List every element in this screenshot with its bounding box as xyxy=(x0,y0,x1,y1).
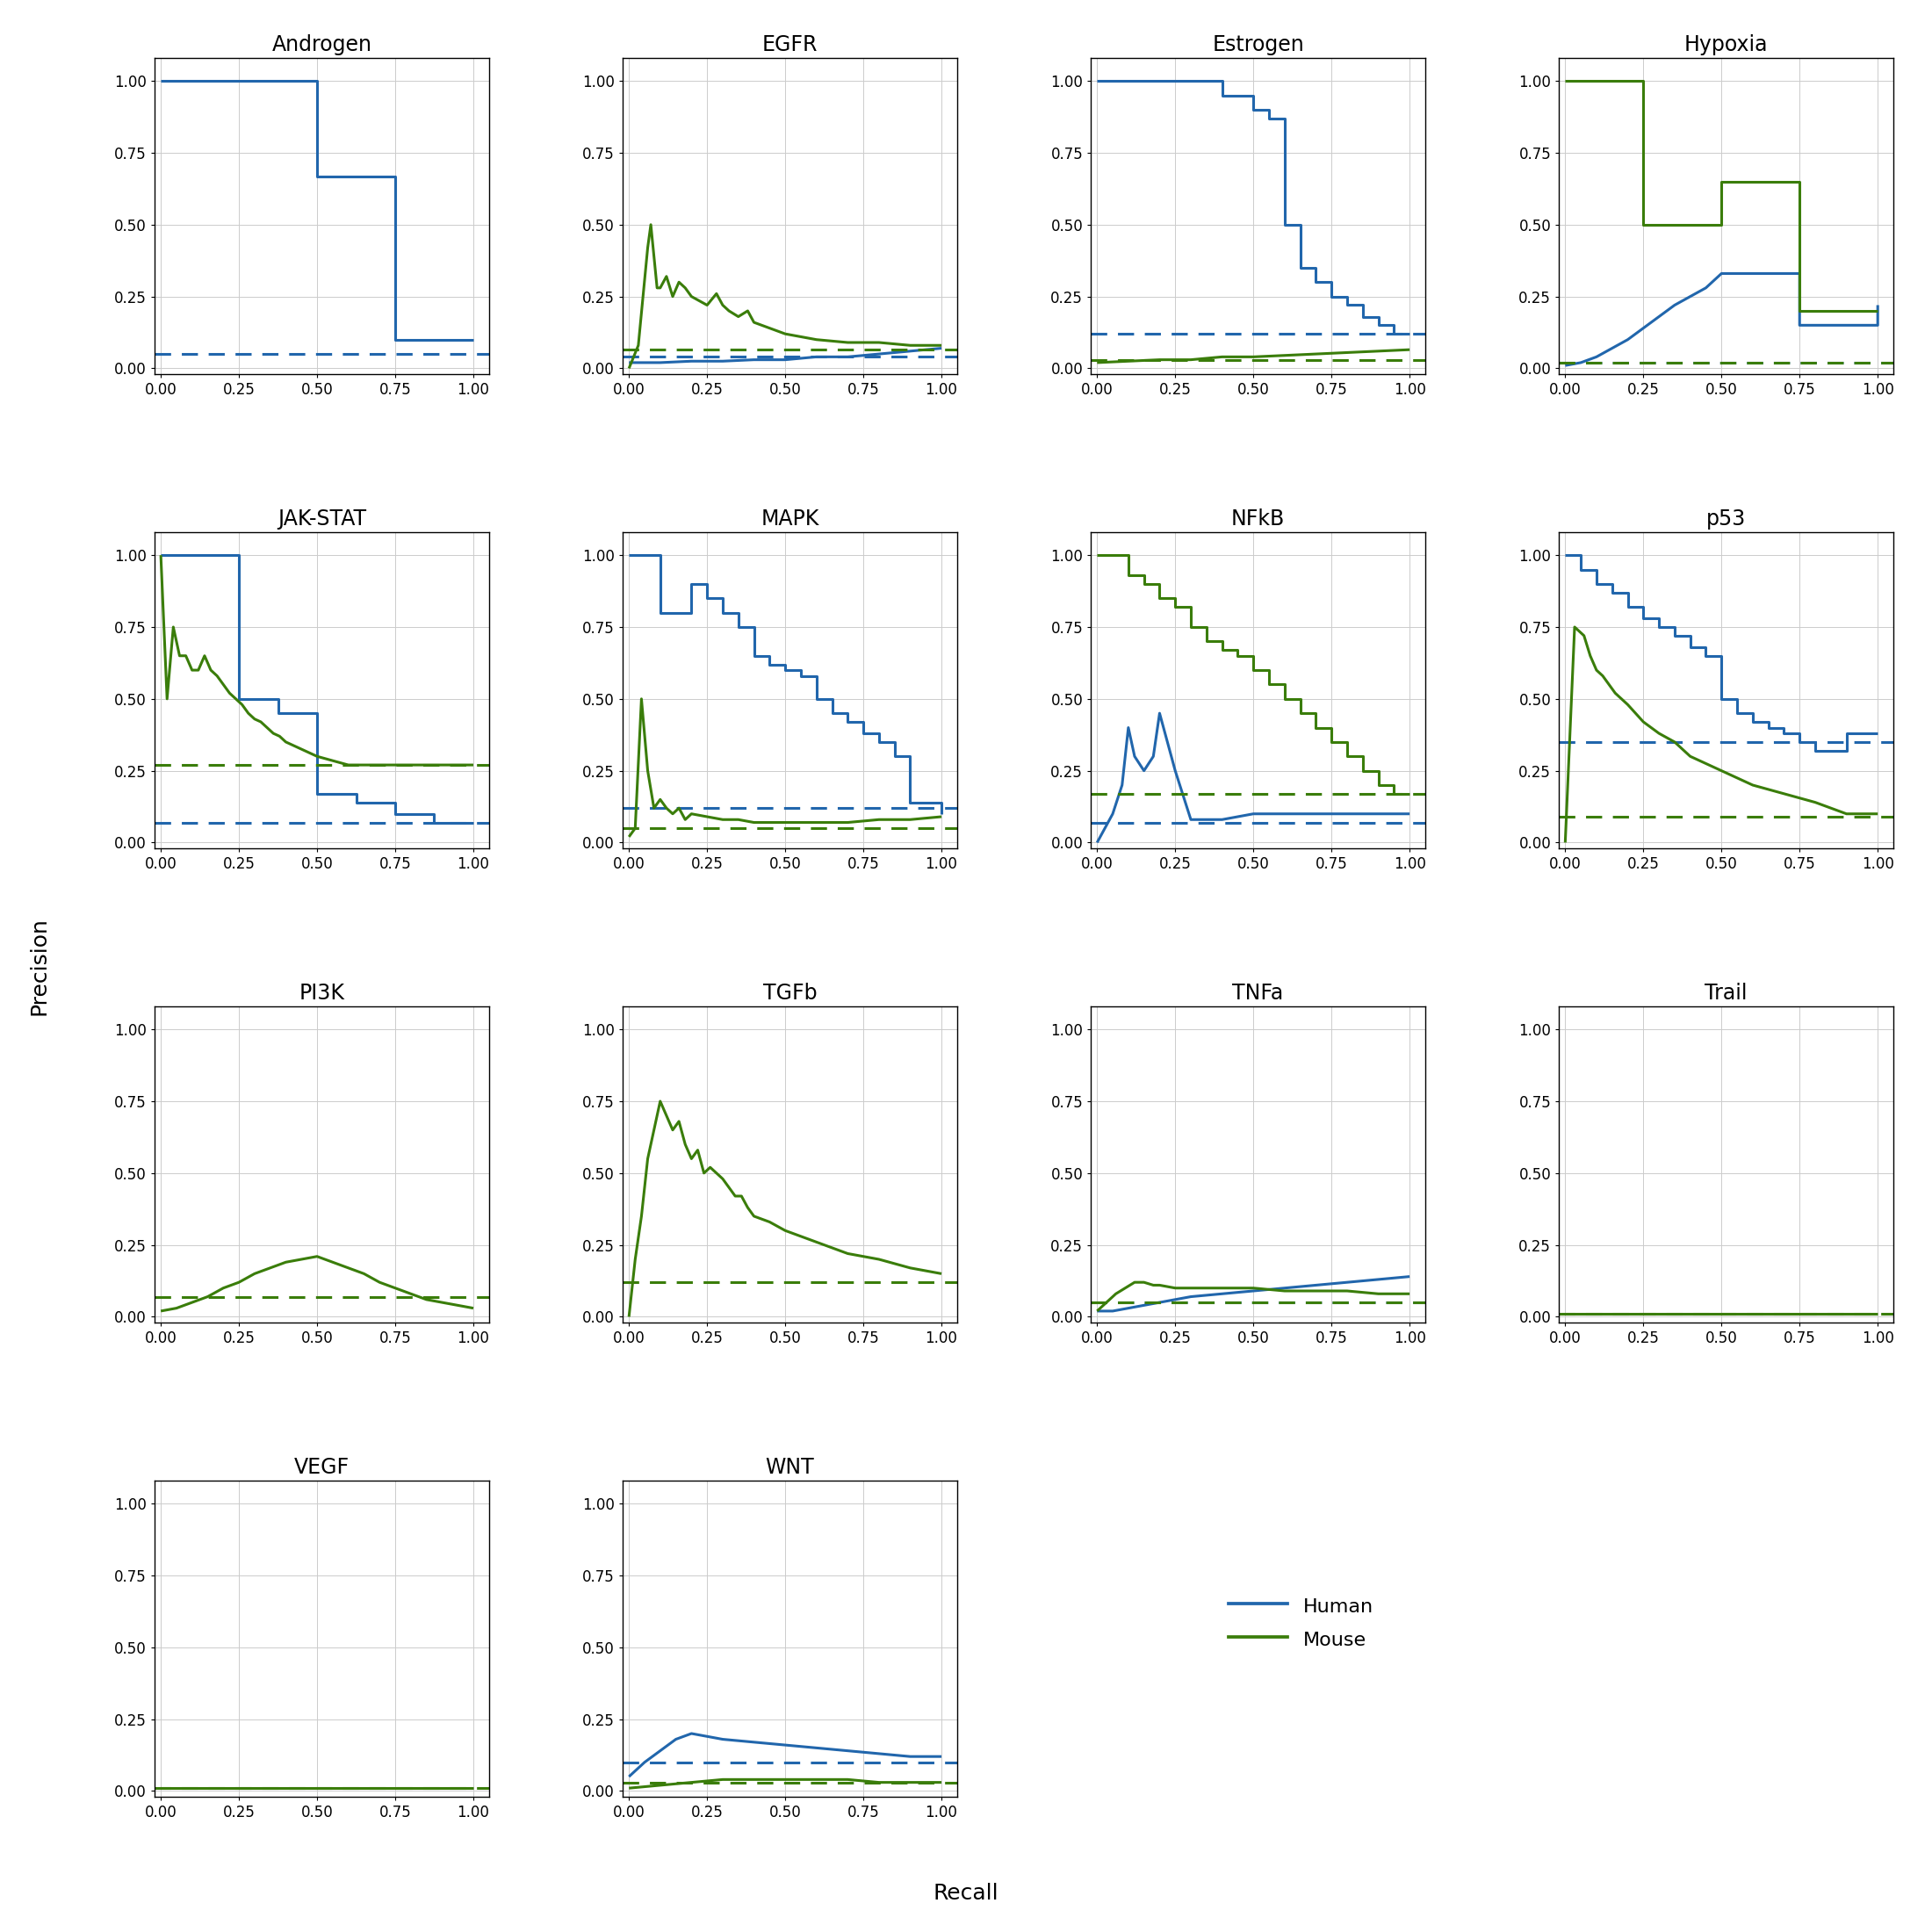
Title: VEGF: VEGF xyxy=(294,1457,350,1478)
Title: Trail: Trail xyxy=(1704,981,1747,1003)
Text: Precision: Precision xyxy=(29,918,48,1014)
Title: NFkB: NFkB xyxy=(1231,508,1285,529)
Title: Estrogen: Estrogen xyxy=(1211,35,1304,54)
Title: TNFa: TNFa xyxy=(1233,981,1283,1003)
Title: TGFb: TGFb xyxy=(763,981,817,1003)
Title: Hypoxia: Hypoxia xyxy=(1685,35,1768,54)
Title: WNT: WNT xyxy=(765,1457,815,1478)
Title: EGFR: EGFR xyxy=(761,35,817,54)
Title: MAPK: MAPK xyxy=(761,508,819,529)
Title: Androgen: Androgen xyxy=(272,35,371,54)
Legend: Human, Mouse: Human, Mouse xyxy=(1221,1586,1381,1660)
Title: PI3K: PI3K xyxy=(299,981,344,1003)
Text: Recall: Recall xyxy=(933,1884,999,1903)
Title: p53: p53 xyxy=(1706,508,1747,529)
Title: JAK-STAT: JAK-STAT xyxy=(278,508,367,529)
